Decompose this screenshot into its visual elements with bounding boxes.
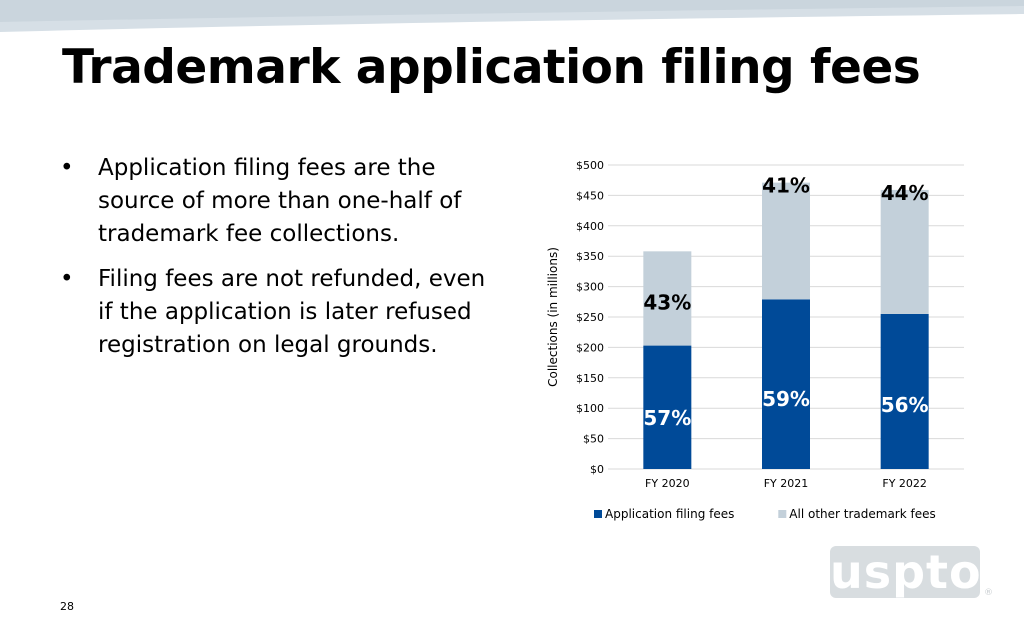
stacked-bar-chart: $0 $50 $100 $150 $200 $250 $300 $350 $400 $450 $50… (546, 159, 964, 521)
y-tick-label: $350 (576, 250, 604, 263)
top-decorative-band (0, 0, 1024, 32)
y-tick-label: $300 (576, 281, 604, 294)
x-tick-label: FY 2020 (645, 477, 690, 490)
bar-segment-filing-fees (643, 345, 692, 469)
bar-segment-filing-fees (762, 299, 810, 469)
bullet-marker: • (60, 266, 74, 292)
data-label: 59% (762, 387, 810, 411)
legend-label: All other trademark fees (789, 507, 935, 521)
bar-segment-other-fees (880, 189, 929, 314)
bullet-item: • Filing fees are not refunded, even if … (58, 263, 488, 362)
bar-segment-other-fees (643, 251, 692, 346)
y-tick-label: $50 (583, 433, 604, 446)
y-tick-label: $450 (576, 189, 604, 202)
legend-swatch (778, 510, 787, 518)
y-tick-label: $200 (576, 341, 604, 354)
y-tick-label: $150 (576, 372, 604, 385)
y-axis-label: Collections (in millions) (546, 247, 560, 387)
uspto-logo: uspto (830, 545, 982, 599)
y-tick-label: $250 (576, 311, 604, 324)
y-tick-label: $400 (576, 220, 604, 233)
bullet-marker: • (60, 155, 74, 181)
x-tick-label: FY 2021 (764, 477, 809, 490)
data-label: 57% (643, 406, 691, 430)
y-tick-label: $100 (576, 402, 604, 415)
bullet-text: Application filing fees are the source o… (98, 155, 462, 247)
bullet-item: • Application filing fees are the source… (58, 152, 488, 251)
bar-segment-other-fees (762, 182, 810, 300)
data-label: 41% (762, 174, 810, 198)
bullet-text: Filing fees are not refunded, even if th… (98, 266, 486, 358)
registered-mark: ® (984, 588, 993, 598)
page-number: 28 (60, 600, 74, 613)
data-label: 44% (881, 181, 929, 205)
data-label: 43% (643, 290, 691, 314)
bar-segment-filing-fees (880, 313, 929, 469)
y-tick-label: $500 (576, 159, 604, 172)
x-tick-label: FY 2022 (882, 477, 927, 490)
y-tick-label: $0 (590, 463, 604, 476)
legend-swatch (594, 510, 602, 518)
slide-title: Trademark application filing fees (62, 40, 921, 95)
data-label: 56% (881, 393, 929, 417)
legend-label: Application filing fees (605, 507, 734, 521)
logo-wordmark: uspto (830, 545, 982, 599)
bullet-list: • Application filing fees are the source… (58, 152, 488, 374)
